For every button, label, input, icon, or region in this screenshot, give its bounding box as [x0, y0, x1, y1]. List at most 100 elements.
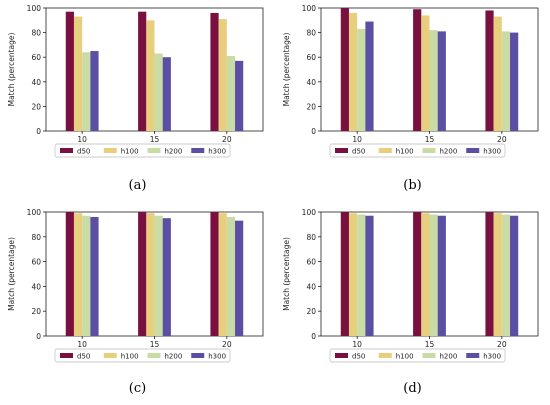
legend-swatch-h100 [103, 353, 117, 358]
bar-h200 [226, 216, 236, 336]
bar-chart-a: 0 20 40 60 80 100 Match (percentage) 10 15 20 d50 h… [7, 4, 264, 158]
panel-caption: (c) [128, 381, 147, 396]
bar-h300 [437, 31, 446, 131]
y-tick-label: 100 [27, 4, 42, 13]
bar-h300 [365, 215, 374, 336]
y-tick-label: 100 [27, 208, 42, 217]
bar-h200 [154, 215, 163, 336]
x-tick-label: 15 [150, 340, 160, 349]
bar-d50 [340, 8, 349, 131]
chart-panel-d: 0 20 40 60 80 100 Match (percentage) 10 15 20 d50 h… [275, 202, 550, 404]
y-tick-label: 40 [306, 282, 316, 291]
y-tick-label: 0 [36, 332, 41, 341]
bar-h200 [501, 31, 511, 131]
bar-d50 [413, 212, 422, 336]
bar-chart-d: 0 20 40 60 80 100 Match (percentage) 10 15 20 d50 h… [282, 208, 539, 363]
bar-h300 [510, 215, 519, 336]
legend-box [54, 348, 231, 363]
bar-h200 [429, 30, 438, 131]
bar-d50 [210, 12, 219, 132]
panel-caption: (a) [128, 178, 147, 193]
y-tick-label: 40 [31, 282, 41, 291]
bar-h100 [493, 213, 502, 336]
y-tick-label: 80 [306, 29, 316, 38]
bar-d50 [138, 212, 147, 336]
y-tick-label: 60 [306, 53, 316, 62]
panel-caption: (d) [403, 381, 422, 396]
legend-swatch-h200 [422, 148, 436, 153]
legend-label: d50 [77, 148, 90, 156]
bar-h200 [357, 28, 366, 131]
legend-label: h300 [483, 353, 501, 361]
y-tick-label: 20 [306, 102, 316, 111]
legend-label: h100 [396, 353, 414, 361]
x-tick-label: 20 [222, 135, 232, 144]
legend-swatch-d50 [335, 353, 348, 358]
bar-h200 [357, 214, 366, 336]
legend-swatch-h300 [191, 148, 205, 153]
legend-label: h100 [121, 353, 139, 361]
bar-h300 [510, 32, 519, 131]
legend-label: h100 [121, 148, 139, 156]
bar-h100 [146, 213, 155, 336]
legend-label: h300 [483, 148, 501, 156]
bar-h100 [73, 16, 83, 131]
y-tick-label: 0 [311, 127, 316, 136]
legend-label: d50 [352, 353, 365, 361]
bar-h300 [162, 57, 171, 132]
legend-box [329, 348, 506, 363]
legend-label: h100 [396, 148, 414, 156]
y-tick-label: 0 [36, 127, 41, 136]
y-axis-label: Match (percentage) [7, 237, 16, 311]
legend-label: d50 [352, 148, 365, 156]
bar-h200 [82, 215, 91, 336]
y-axis-label: Match (percentage) [282, 33, 291, 107]
bar-h300 [437, 215, 446, 336]
legend-swatch-d50 [60, 353, 73, 358]
bar-d50 [485, 10, 494, 132]
chart-panel-c: 0 20 40 60 80 100 Match (percentage) 10 15 20 d50 h… [0, 202, 275, 404]
bar-h200 [429, 214, 438, 336]
bar-d50 [485, 212, 494, 336]
legend-swatch-h200 [147, 148, 161, 153]
bar-d50 [65, 212, 74, 336]
y-axis-label: Match (percentage) [7, 33, 16, 107]
bar-chart-c: 0 20 40 60 80 100 Match (percentage) 10 15 20 d50 h… [7, 208, 264, 363]
bar-chart-b: 0 20 40 60 80 100 Match (percentage) 10 15 20 d50 h… [282, 4, 539, 158]
legend-swatch-h300 [466, 353, 480, 358]
x-tick-label: 15 [150, 135, 160, 144]
bar-h300 [365, 21, 374, 132]
chart-panel-a: 0 20 40 60 80 100 Match (percentage) 10 15 20 d50 h… [0, 0, 275, 202]
bar-h300 [90, 216, 99, 336]
bar-h100 [493, 16, 502, 131]
bar-h200 [82, 52, 91, 131]
y-tick-label: 100 [302, 208, 317, 217]
y-tick-label: 20 [306, 307, 316, 316]
y-tick-label: 60 [306, 258, 316, 267]
y-tick-label: 60 [31, 258, 41, 267]
bar-d50 [138, 11, 147, 131]
legend-label: h300 [208, 148, 226, 156]
legend-swatch-d50 [335, 148, 348, 153]
legend-swatch-h100 [103, 148, 117, 153]
y-tick-label: 0 [311, 332, 316, 341]
y-tick-label: 20 [31, 102, 41, 111]
bar-h100 [421, 213, 430, 336]
y-tick-label: 80 [306, 233, 316, 242]
bar-d50 [413, 9, 422, 132]
legend-label: h200 [165, 353, 183, 361]
bar-h200 [154, 53, 163, 132]
y-axis-label: Match (percentage) [282, 237, 291, 311]
legend-box [54, 143, 231, 158]
x-tick-label: 10 [352, 340, 362, 349]
x-tick-label: 10 [77, 340, 87, 349]
x-tick-label: 20 [222, 340, 232, 349]
y-tick-label: 20 [31, 307, 41, 316]
legend-swatch-h300 [466, 148, 480, 153]
bar-h100 [421, 15, 430, 132]
bar-h300 [162, 218, 171, 336]
x-tick-label: 20 [497, 340, 507, 349]
bar-h100 [348, 213, 358, 336]
y-tick-label: 80 [31, 233, 41, 242]
